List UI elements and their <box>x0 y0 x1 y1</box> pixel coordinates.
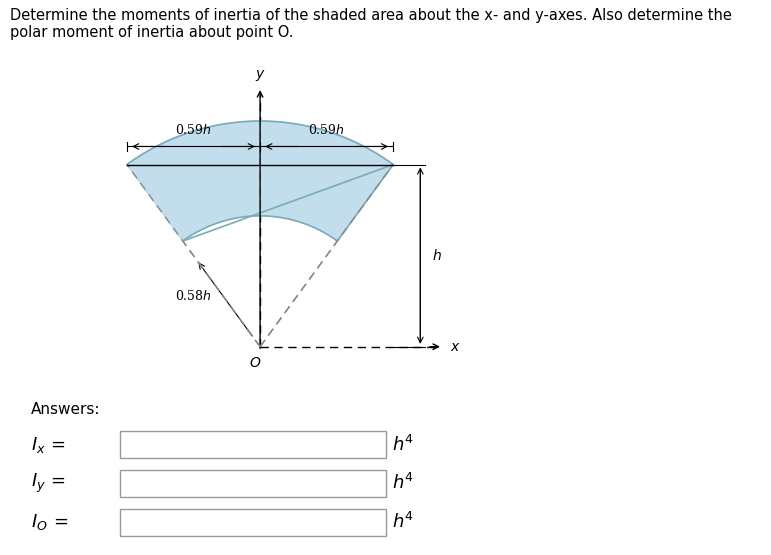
Polygon shape <box>127 121 393 241</box>
Text: 0.59$h$: 0.59$h$ <box>308 123 345 138</box>
Text: Determine the moments of inertia of the shaded area about the x- and y-axes. Als: Determine the moments of inertia of the … <box>10 8 732 23</box>
Text: $y$: $y$ <box>254 68 265 83</box>
Text: $I_O\,=$: $I_O\,=$ <box>31 512 68 532</box>
Text: $h^4$: $h^4$ <box>392 435 414 455</box>
Text: 0.58$h$: 0.58$h$ <box>175 289 212 303</box>
Text: $h^4$: $h^4$ <box>392 473 414 493</box>
Text: $x$: $x$ <box>449 340 460 354</box>
Text: $I_y\,=$: $I_y\,=$ <box>31 472 66 495</box>
Text: Answers:: Answers: <box>31 402 100 417</box>
Text: $O$: $O$ <box>249 356 261 370</box>
Text: $h$: $h$ <box>432 248 442 263</box>
Text: $h^4$: $h^4$ <box>392 512 414 532</box>
Text: polar moment of inertia about point O.: polar moment of inertia about point O. <box>10 25 294 40</box>
Text: $I_x\,=$: $I_x\,=$ <box>31 435 66 455</box>
Text: 0.59$h$: 0.59$h$ <box>175 123 212 138</box>
